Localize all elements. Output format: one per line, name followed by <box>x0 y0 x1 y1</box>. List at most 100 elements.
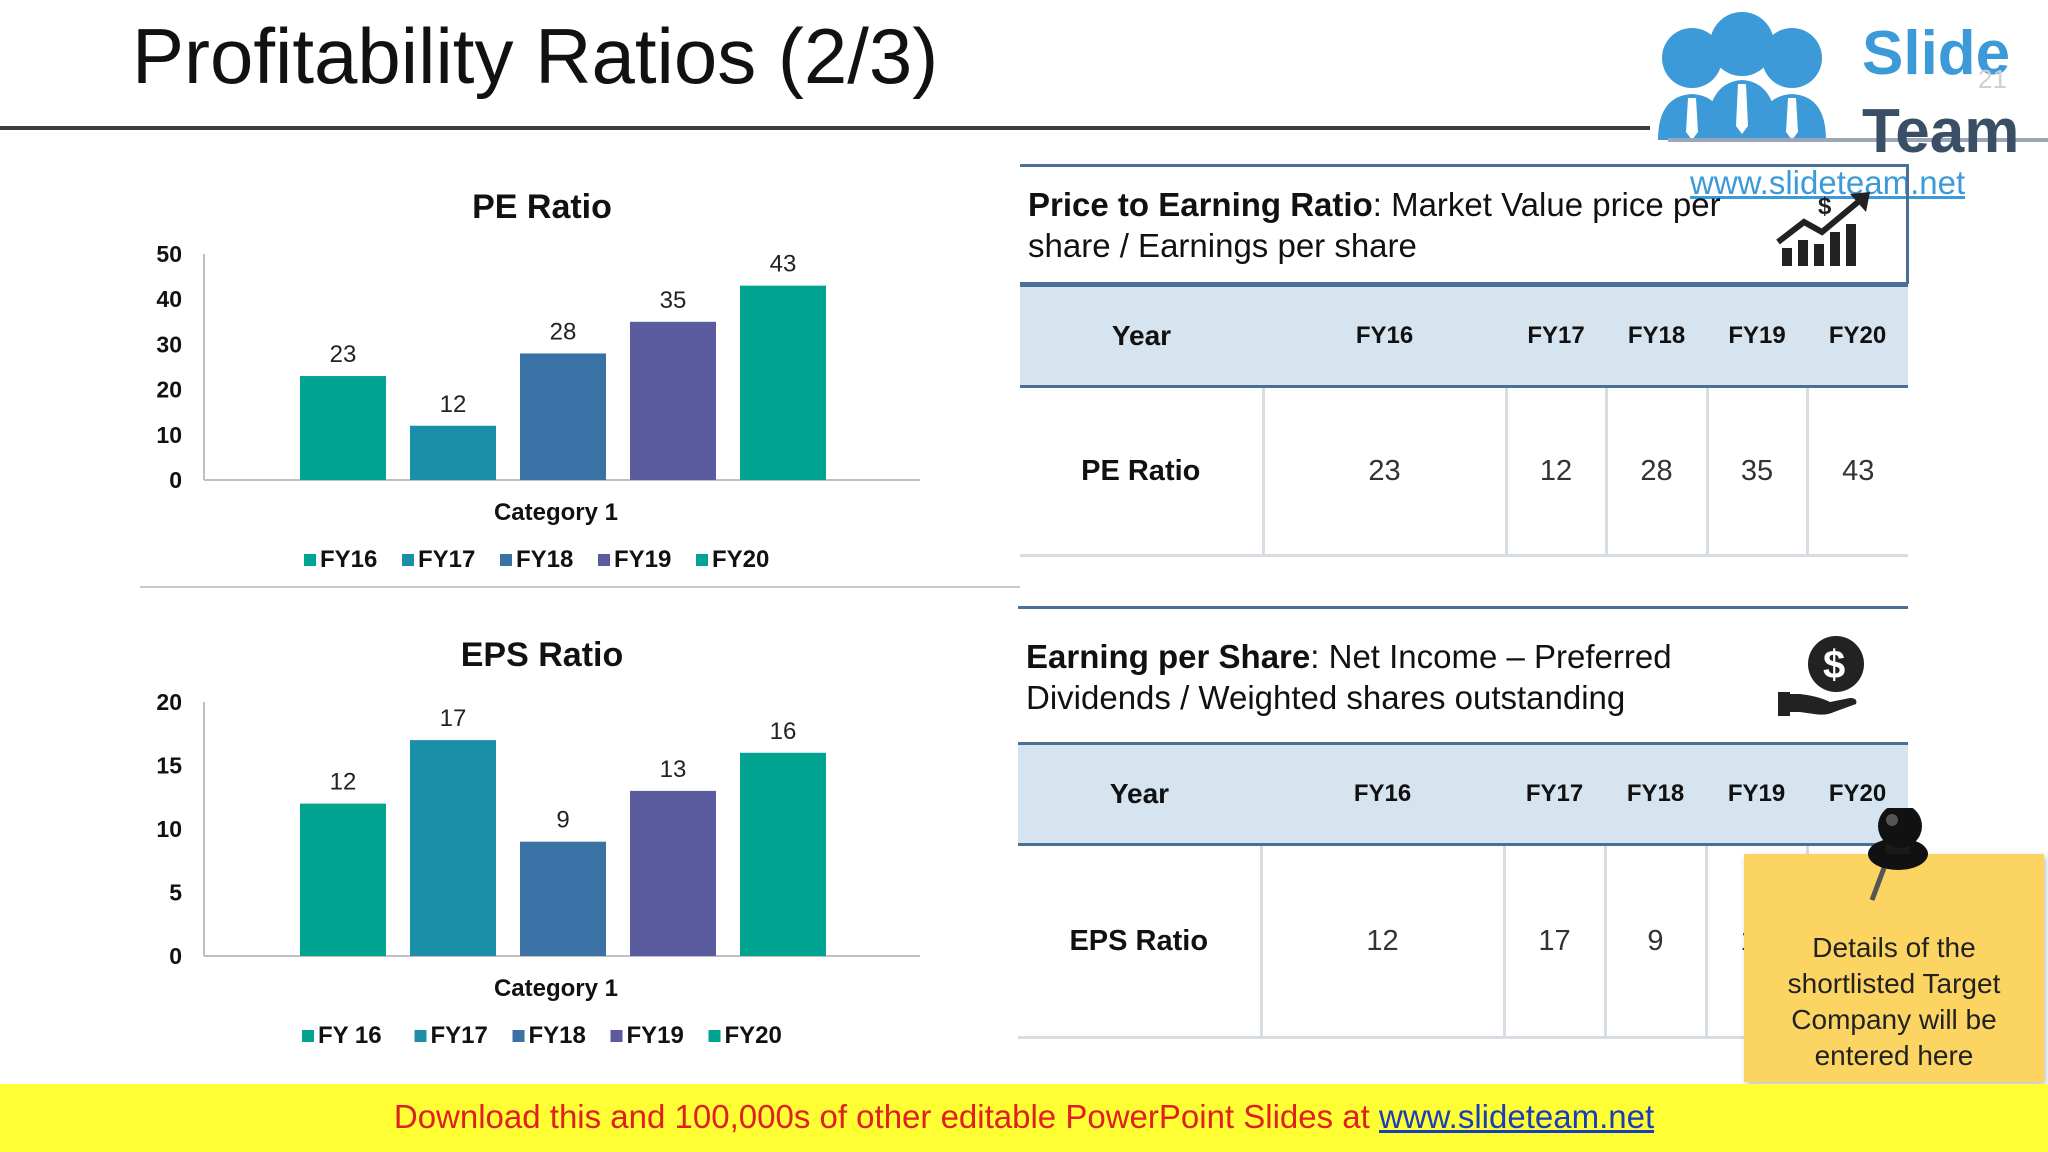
table-header-cell: FY18 <box>1605 742 1706 846</box>
footer-message: Download this and 100,000s of other edit… <box>393 1098 1379 1135</box>
pe-definition: Price to Earning Ratio: Market Value pri… <box>1028 184 1788 266</box>
pe-definition-formula-line2: share / Earnings per share <box>1028 227 1417 264</box>
pe-definition-term: Price to Earning Ratio <box>1028 186 1373 223</box>
table-header-cell: FY19 <box>1707 284 1807 388</box>
footer-link[interactable]: www.slideteam.net <box>1379 1098 1655 1135</box>
sticky-note-text: Details of the shortlisted Target Compan… <box>1744 930 2044 1074</box>
legend-label: FY17 <box>431 1022 488 1049</box>
pe-ratio-chart: PE Ratio 0 10 20 30 40 50 23 12 28 35 43 Category 1 F… <box>156 188 920 573</box>
bar <box>300 803 386 956</box>
growth-chart-dollar-icon: $ <box>1776 192 1870 266</box>
eps-definition-formula-line1: Net Income – Preferred <box>1319 638 1672 675</box>
legend-label: FY 16 <box>318 1022 382 1049</box>
data-label: 23 <box>330 341 357 368</box>
legend-label: FY20 <box>725 1022 782 1049</box>
legend-swatch <box>500 554 512 566</box>
y-tick-label: 20 <box>156 689 182 715</box>
bar <box>410 425 496 480</box>
table-cell: EPS Ratio <box>1018 844 1261 1039</box>
legend-swatch <box>302 1030 314 1042</box>
legend-swatch <box>512 1030 525 1042</box>
eps-definition-formula-line2: Dividends / Weighted shares outstanding <box>1026 679 1626 716</box>
data-label: 12 <box>330 769 357 796</box>
data-label: 35 <box>660 287 687 314</box>
bar <box>520 841 606 956</box>
table-header-cell: FY18 <box>1606 284 1707 388</box>
svg-text:$: $ <box>1818 193 1832 220</box>
table-header-cell: Year <box>1018 742 1261 846</box>
table-header-cell: Year <box>1020 284 1263 388</box>
table-cell: 23 <box>1261 386 1506 557</box>
legend-swatch <box>304 554 316 566</box>
y-tick-label: 0 <box>169 943 182 969</box>
table-cell: PE Ratio <box>1020 386 1263 557</box>
eps-definition-separator: : <box>1310 638 1320 675</box>
bar <box>520 353 606 480</box>
table-header-cell: FY16 <box>1261 742 1504 846</box>
slideteam-logo <box>1658 12 2048 142</box>
sticky-note-line: Details of the <box>1812 932 1976 963</box>
x-category-label: Category 1 <box>494 499 618 526</box>
y-tick-label: 0 <box>169 467 182 493</box>
legend-label: FY18 <box>516 546 573 573</box>
table-header-cell: FY19 <box>1706 742 1807 846</box>
eps-definition-frame <box>1018 606 1908 609</box>
legend-label: FY17 <box>418 546 475 573</box>
legend-swatch <box>402 554 414 566</box>
footer-banner: Download this and 100,000s of other edit… <box>0 1084 2048 1152</box>
data-label: 9 <box>556 807 569 834</box>
y-tick-label: 20 <box>156 377 182 403</box>
y-tick-label: 30 <box>156 331 182 357</box>
table-header-row: Year FY16 FY17 FY18 FY19 FY20 <box>1020 284 1908 388</box>
pe-definition-frame <box>1020 164 1908 167</box>
slide-title: Profitability Ratios (2/3) <box>132 12 939 100</box>
pe-ratio-table: Year FY16 FY17 FY18 FY19 FY20 PE Ratio 2… <box>1020 284 1908 557</box>
table-header-row: Year FY16 FY17 FY18 FY19 FY20 <box>1018 742 1908 846</box>
legend-label: FY18 <box>529 1022 586 1049</box>
sticky-note: Details of the shortlisted Target Compan… <box>1744 854 2044 1082</box>
data-label: 12 <box>440 391 467 418</box>
pe-definition-separator: : <box>1372 186 1382 223</box>
bar <box>410 740 496 956</box>
bar <box>630 790 716 956</box>
eps-ratio-chart: EPS Ratio 0 5 10 15 20 12 17 9 13 16 Category 1 FY 1… <box>156 636 920 1049</box>
pe-definition-frame-side <box>1906 164 1909 284</box>
data-label: 43 <box>770 251 797 278</box>
y-tick-label: 15 <box>156 753 182 779</box>
bar <box>630 321 716 480</box>
table-cell: 28 <box>1604 386 1707 557</box>
pe-definition-frame-bottom <box>1020 282 1908 285</box>
data-label: 28 <box>550 318 577 345</box>
logo-url-link[interactable]: www.slideteam.net <box>1690 164 1966 201</box>
legend-label: FY16 <box>320 546 377 573</box>
table-cell: 9 <box>1603 844 1706 1039</box>
pe-definition-formula-line1: Market Value price per <box>1381 186 1721 223</box>
eps-definition: Earning per Share: Net Income – Preferre… <box>1026 636 1786 718</box>
y-tick-label: 40 <box>156 286 182 312</box>
x-category-label: Category 1 <box>494 975 618 1002</box>
legend-swatch <box>696 554 708 566</box>
hand-holding-dollar-icon: $ <box>1778 636 1864 716</box>
legend-swatch <box>610 1030 623 1042</box>
y-tick-label: 5 <box>169 880 182 906</box>
bar <box>740 752 826 956</box>
legend-swatch <box>414 1030 427 1042</box>
table-cell: 12 <box>1504 386 1606 557</box>
table-header-cell: FY17 <box>1504 742 1605 846</box>
legend-label: FY20 <box>712 546 769 573</box>
legend-swatch <box>598 554 610 566</box>
pushpin-icon <box>1868 808 1928 901</box>
data-label: 13 <box>660 756 687 783</box>
chart-title: PE Ratio <box>472 188 612 226</box>
svg-text:$: $ <box>1823 643 1845 687</box>
data-label: 16 <box>770 718 797 745</box>
sticky-note-line: Company will be <box>1791 1004 1997 1035</box>
page-number: 21 <box>1978 64 2007 94</box>
legend-label: FY19 <box>627 1022 684 1049</box>
data-label: 17 <box>440 705 467 732</box>
table-cell: 12 <box>1259 844 1504 1039</box>
sticky-note-line: shortlisted Target <box>1787 968 2001 999</box>
y-tick-label: 50 <box>156 241 182 267</box>
title-divider <box>0 126 1650 130</box>
table-header-cell: FY16 <box>1263 284 1506 388</box>
